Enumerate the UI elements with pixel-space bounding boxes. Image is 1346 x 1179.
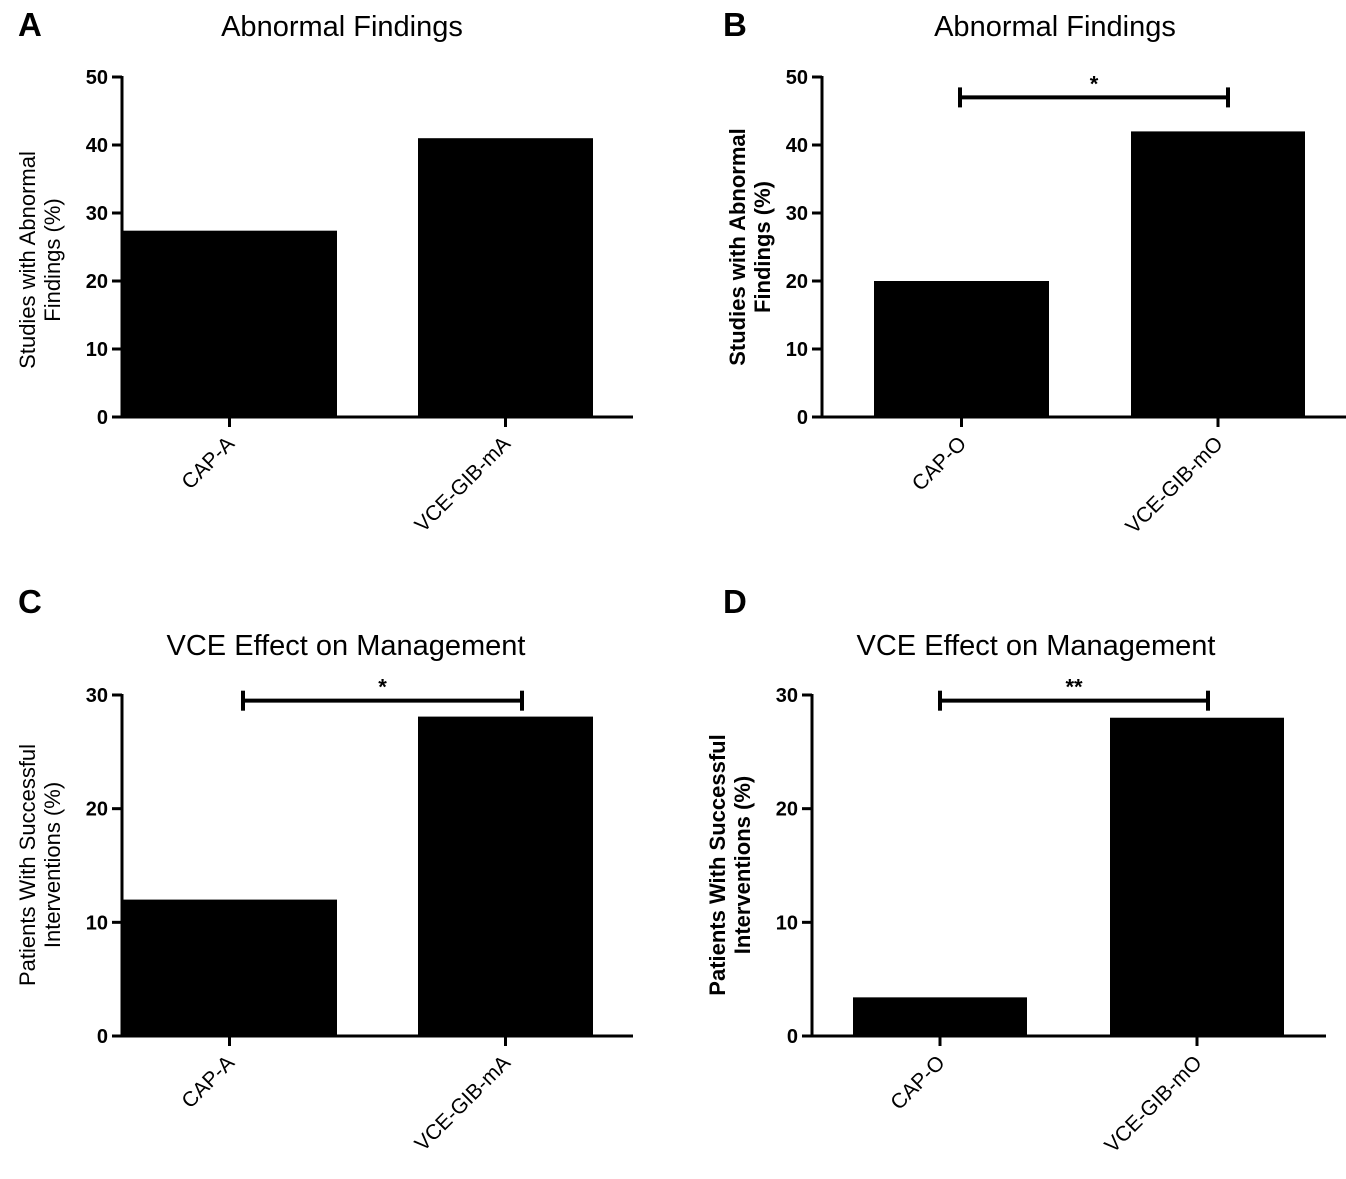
- y-tick-label: 10: [776, 912, 798, 934]
- y-tick-label: 20: [776, 799, 798, 821]
- y-tick-label: 0: [797, 407, 808, 429]
- panel-b: B Abnormal Findings 0 10 20 30 40 50 CAP-O VCE-GI…: [723, 6, 1346, 538]
- y-axis-label: Studies with Abnormal: [15, 151, 40, 369]
- chart-title: Abnormal Findings: [934, 11, 1176, 43]
- y-axis-label: Interventions (%): [730, 776, 755, 954]
- bar-vce-gib-mo: [1110, 718, 1284, 1036]
- bar-cap-o: [853, 997, 1027, 1036]
- panel-letter: D: [723, 583, 747, 620]
- y-tick-label: 20: [86, 271, 108, 293]
- significance-marker: **: [1065, 675, 1083, 700]
- bar-cap-a: [122, 231, 337, 417]
- y-tick-label: 30: [86, 203, 108, 225]
- y-axis-label: Patients With Successful: [15, 744, 40, 986]
- x-tick-label: CAP-A: [177, 432, 239, 494]
- bar-cap-o: [874, 281, 1049, 417]
- x-tick-label: VCE-GIB-mO: [1121, 432, 1227, 538]
- panel-a: A Abnormal Findings 0 10 20 30 40 50 CAP-A VCE-GI…: [15, 6, 633, 537]
- x-tick-label: CAP-O: [886, 1051, 949, 1114]
- chart-title: VCE Effect on Management: [857, 630, 1216, 662]
- y-tick-label: 10: [86, 339, 108, 361]
- x-tick-label: VCE-GIB-mA: [410, 1051, 515, 1156]
- y-tick-label: 20: [786, 271, 808, 293]
- bar-vce-gib-ma: [418, 138, 593, 417]
- significance-marker: *: [1090, 71, 1099, 96]
- y-axis-label: Patients With Successful: [705, 734, 730, 995]
- y-tick-label: 30: [776, 685, 798, 707]
- y-tick-label: 30: [86, 685, 108, 707]
- x-tick-label: VCE-GIB-mO: [1100, 1051, 1206, 1157]
- chart-title: Abnormal Findings: [221, 11, 463, 43]
- y-tick-label: 50: [86, 67, 108, 89]
- y-tick-label: 0: [97, 407, 108, 429]
- significance-marker: *: [378, 675, 387, 700]
- chart-title: VCE Effect on Management: [167, 630, 526, 662]
- y-tick-label: 0: [97, 1026, 108, 1048]
- y-tick-label: 10: [786, 339, 808, 361]
- panel-d: D VCE Effect on Management 0 10 20 30 CAP-O VCE…: [705, 583, 1326, 1157]
- y-tick-label: 20: [86, 799, 108, 821]
- bar-cap-a: [122, 900, 337, 1036]
- y-axis-label: Interventions (%): [40, 782, 65, 948]
- y-tick-label: 50: [786, 67, 808, 89]
- y-axis-label: Findings (%): [750, 181, 775, 313]
- x-tick-label: CAP-A: [177, 1051, 239, 1113]
- y-tick-label: 10: [86, 912, 108, 934]
- panel-letter: C: [18, 583, 42, 620]
- y-axis-label: Findings (%): [40, 198, 65, 321]
- x-tick-label: CAP-O: [908, 432, 971, 495]
- bar-vce-gib-ma: [418, 717, 593, 1036]
- panel-letter: A: [18, 6, 42, 43]
- x-tick-label: VCE-GIB-mA: [410, 432, 515, 537]
- panel-letter: B: [723, 6, 747, 43]
- panel-c: C VCE Effect on Management 0 10 20 30 CAP-A VCE…: [15, 583, 633, 1156]
- y-tick-label: 40: [86, 135, 108, 157]
- y-tick-label: 40: [786, 135, 808, 157]
- y-tick-label: 0: [787, 1026, 798, 1048]
- y-tick-label: 30: [786, 203, 808, 225]
- y-axis-label: Studies with Abnormal: [725, 128, 750, 366]
- bar-vce-gib-mo: [1131, 131, 1305, 417]
